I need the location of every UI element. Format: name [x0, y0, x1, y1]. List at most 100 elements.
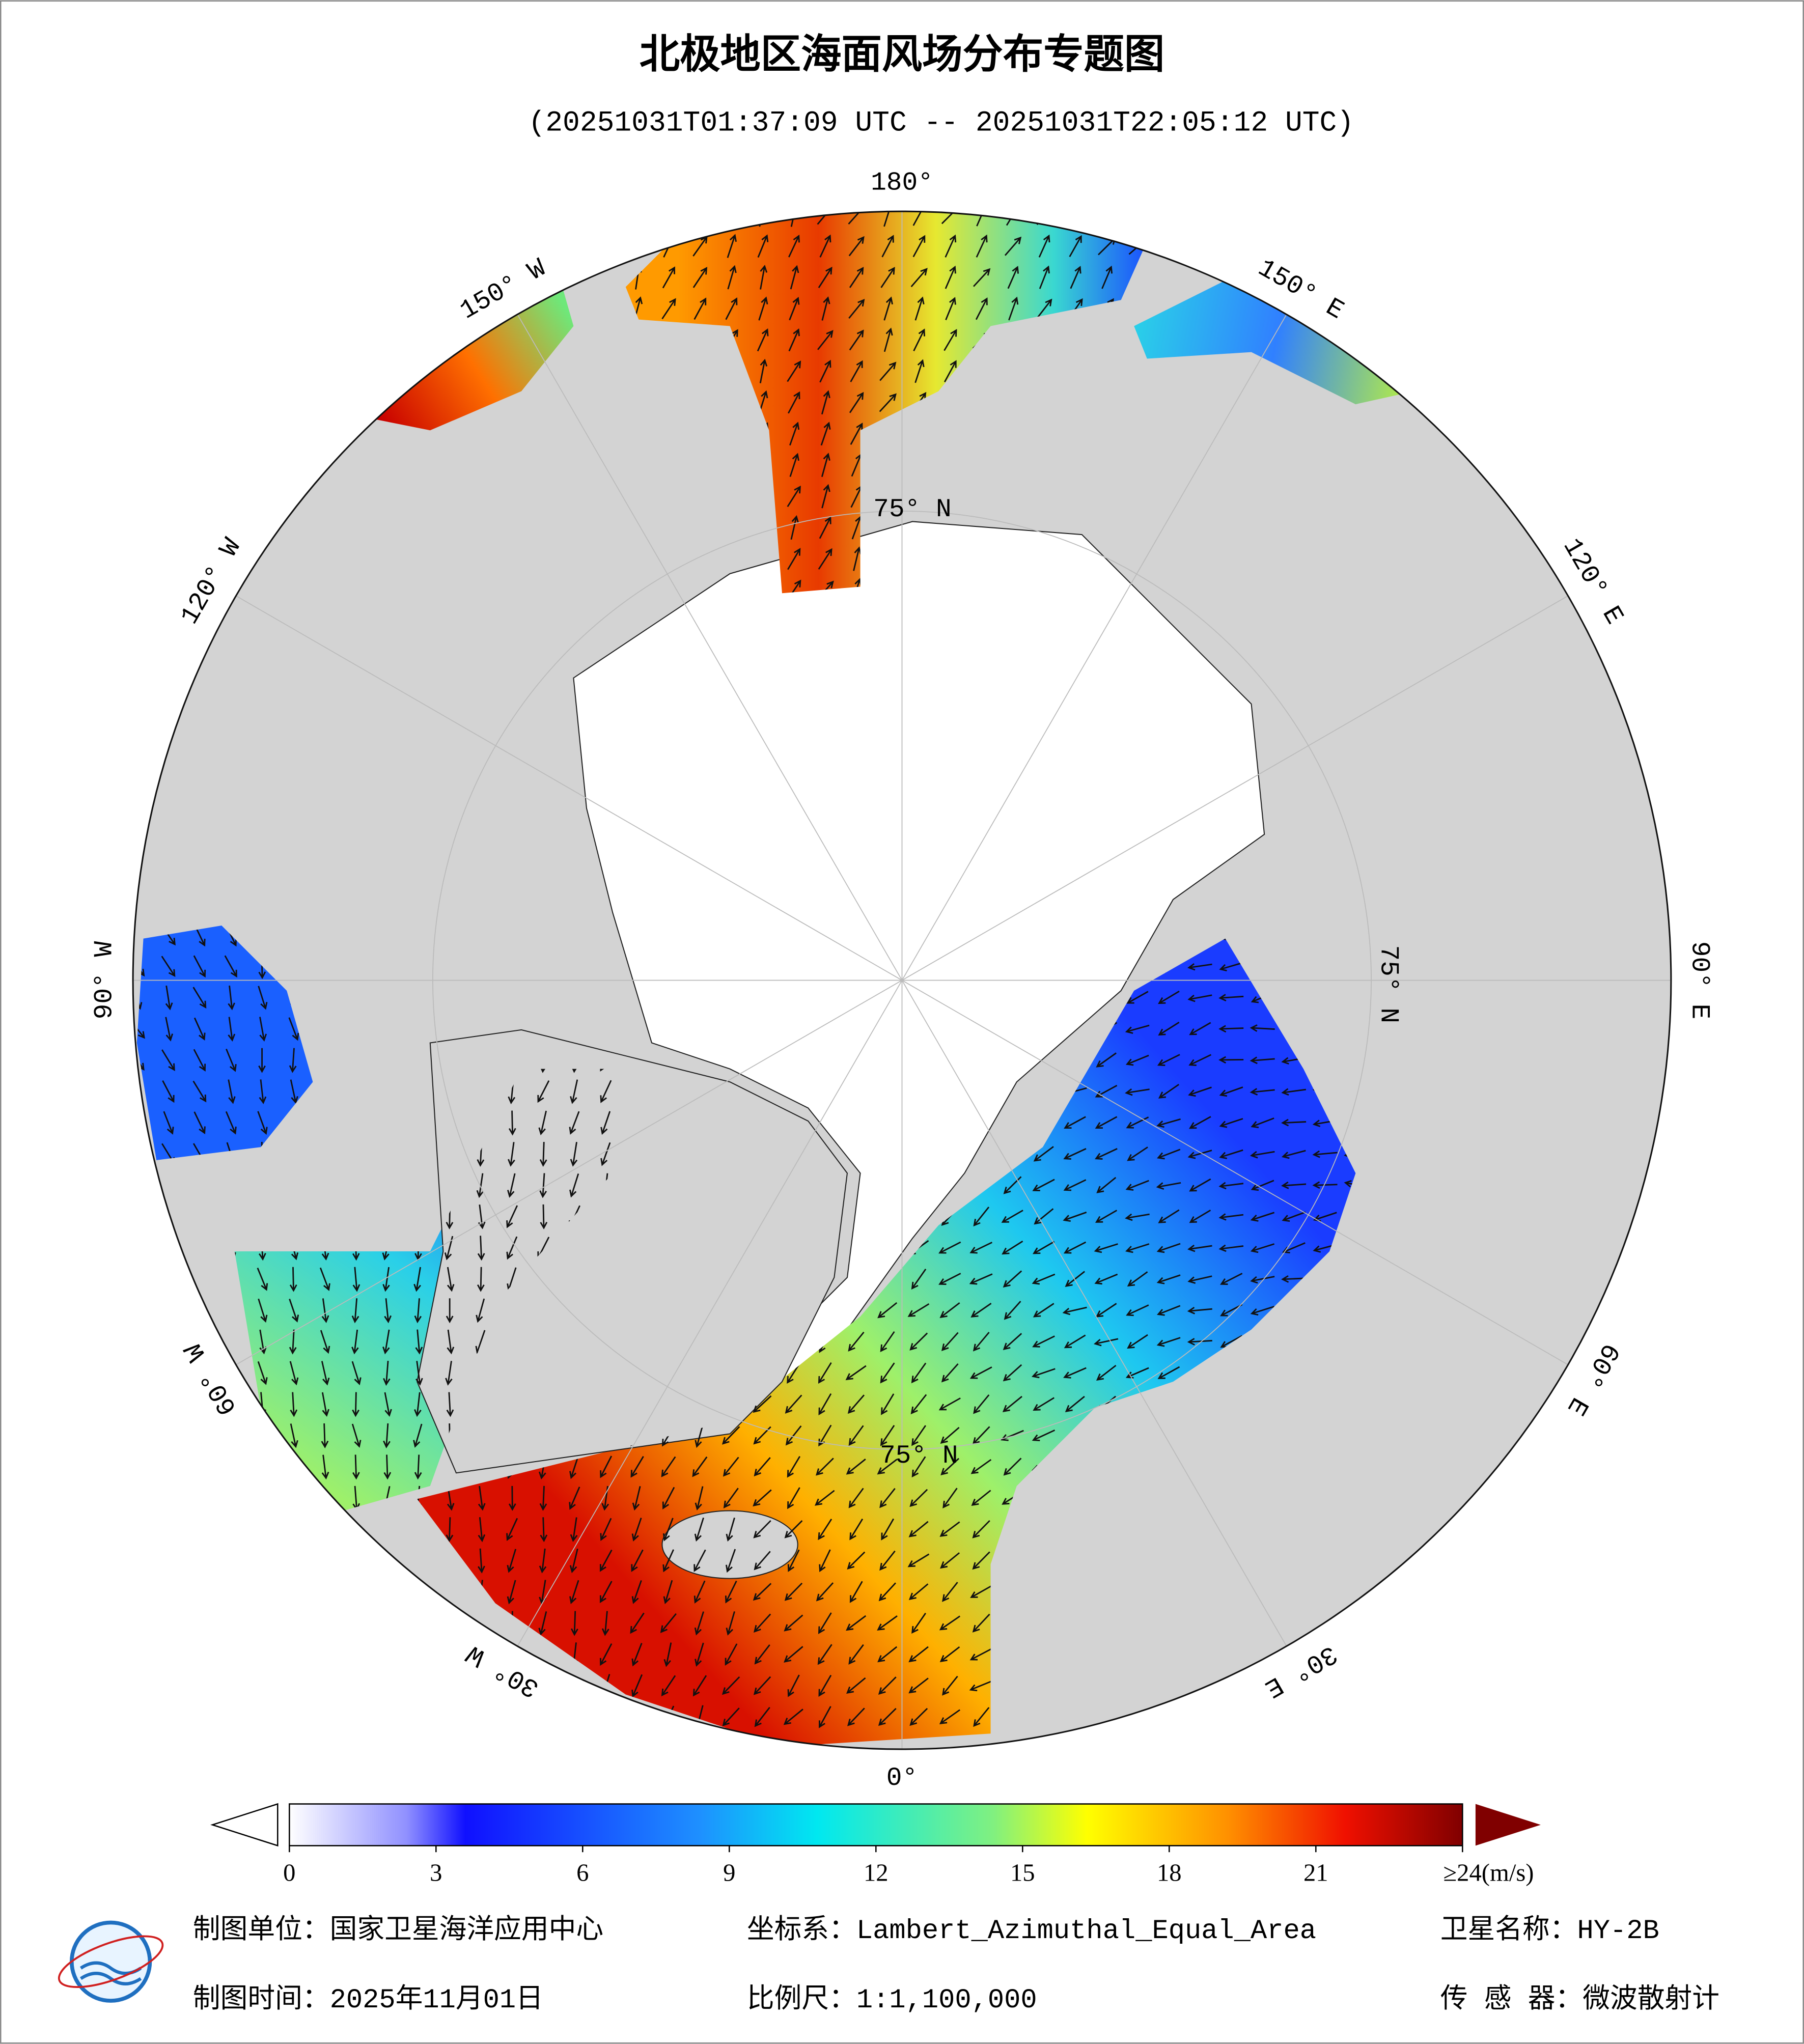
wind-arrow	[571, 1611, 578, 1636]
wind-arrow	[540, 1517, 548, 1543]
wind-arrow	[539, 1141, 547, 1167]
wind-arrow	[848, 1425, 864, 1446]
wind-arrow	[538, 1611, 547, 1636]
wind-arrow	[722, 1707, 740, 1727]
wind-arrow	[907, 1303, 930, 1317]
wind-arrow	[1063, 1211, 1087, 1222]
wind-arrow	[1156, 1274, 1181, 1284]
wind-arrow	[754, 1706, 770, 1727]
wind-arrow	[1251, 1180, 1274, 1191]
lon-label: 180°	[871, 168, 933, 198]
wind-arrow	[257, 1361, 268, 1385]
wind-arrow	[477, 1267, 485, 1292]
wind-arrow	[663, 1642, 672, 1667]
wind-arrow	[631, 1674, 643, 1698]
wind-arrow	[972, 1613, 990, 1633]
wind-arrow	[908, 1646, 929, 1663]
wind-arrow	[257, 1111, 268, 1135]
wind-arrow	[1065, 1271, 1086, 1287]
wind-arrow	[289, 1267, 297, 1292]
wind-arrow	[161, 956, 176, 977]
wind-arrow	[446, 1298, 454, 1324]
wind-arrow	[914, 296, 925, 321]
wind-arrow	[1218, 1213, 1244, 1221]
wind-arrow	[506, 1518, 518, 1542]
wind-arrow	[787, 548, 801, 570]
wind-arrow	[321, 1454, 329, 1480]
wind-arrow	[1127, 1334, 1148, 1349]
wind-arrow	[878, 1582, 896, 1602]
wind-arrow	[507, 1580, 516, 1605]
wind-arrow	[938, 1241, 961, 1254]
wind-arrow	[1250, 1243, 1275, 1253]
logo	[58, 1920, 164, 2003]
wind-arrow	[790, 265, 799, 290]
wind-arrow	[693, 297, 707, 320]
wind-arrow	[289, 1048, 297, 1073]
wind-arrow	[940, 1458, 960, 1476]
wind-arrow	[569, 1548, 578, 1574]
wind-arrow	[1218, 994, 1244, 1002]
wind-arrow	[821, 484, 830, 509]
wind-arrow	[846, 1677, 866, 1694]
wind-arrow	[821, 390, 830, 415]
wind-arrow	[193, 955, 206, 978]
wind-arrow	[1250, 1151, 1275, 1159]
wind-arrow	[1187, 1275, 1212, 1284]
wind-arrow	[507, 1549, 517, 1573]
wind-arrow	[788, 391, 800, 414]
map-border	[132, 210, 1672, 1750]
wind-arrow	[290, 1423, 298, 1448]
wind-arrow	[850, 423, 863, 445]
wind-arrow	[1281, 1150, 1306, 1159]
wind-arrow	[973, 1707, 990, 1727]
wind-arrow	[945, 297, 956, 320]
wind-arrow	[847, 1707, 865, 1726]
footer-scale: 比例尺：1:1,100,000	[747, 1984, 1037, 2016]
colorbar-tick-label: 9	[723, 1859, 735, 1887]
wind-arrow	[352, 1267, 360, 1292]
wind-arrow	[539, 1548, 547, 1574]
wind-arrow	[912, 211, 926, 226]
wind-arrow	[1064, 1334, 1086, 1349]
wind-arrow	[569, 1487, 580, 1510]
wind-arrow	[845, 1365, 867, 1381]
wind-arrow	[1157, 1366, 1180, 1379]
footer-sensor: 传 感 器：微波散射计	[1440, 1984, 1719, 2016]
wind-arrow	[1156, 1182, 1181, 1190]
wind-arrow	[1063, 1179, 1087, 1191]
wind-arrow	[848, 211, 866, 225]
wind-arrow	[790, 515, 799, 540]
wind-arrow	[789, 296, 800, 321]
wind-arrow	[879, 1550, 896, 1571]
wind-arrow	[258, 986, 268, 1010]
footer-unit: 制图单位：国家卫星海洋应用中心	[193, 1915, 603, 1947]
wind-arrow	[321, 1361, 330, 1386]
wind-arrow	[754, 1644, 770, 1665]
wind-arrow	[136, 1019, 145, 1039]
wind-arrow	[1063, 1241, 1087, 1254]
wind-arrow	[939, 1646, 960, 1662]
meridian	[236, 979, 902, 1365]
wind-arrow	[224, 955, 237, 978]
wind-arrow	[880, 1331, 895, 1353]
wind-arrow	[1282, 1242, 1306, 1254]
wind-arrow	[970, 1303, 992, 1318]
wind-arrow	[940, 1552, 960, 1569]
wind-arrow	[693, 1580, 706, 1604]
wind-arrow	[446, 1517, 454, 1543]
wind-arrow	[630, 1456, 644, 1478]
wind-arrow	[259, 1017, 267, 1042]
wind-arrow	[1036, 298, 1052, 319]
meridian	[517, 314, 903, 981]
wind-arrow	[413, 1423, 423, 1448]
wind-arrow	[599, 1581, 613, 1604]
wind-arrow	[1065, 1395, 1085, 1413]
wind-arrow	[1188, 1116, 1211, 1129]
wind-arrow	[787, 360, 801, 382]
wind-arrow	[1038, 234, 1050, 258]
wind-arrow	[945, 265, 956, 289]
wind-arrow	[662, 266, 675, 289]
wind-arrow	[816, 1582, 834, 1602]
